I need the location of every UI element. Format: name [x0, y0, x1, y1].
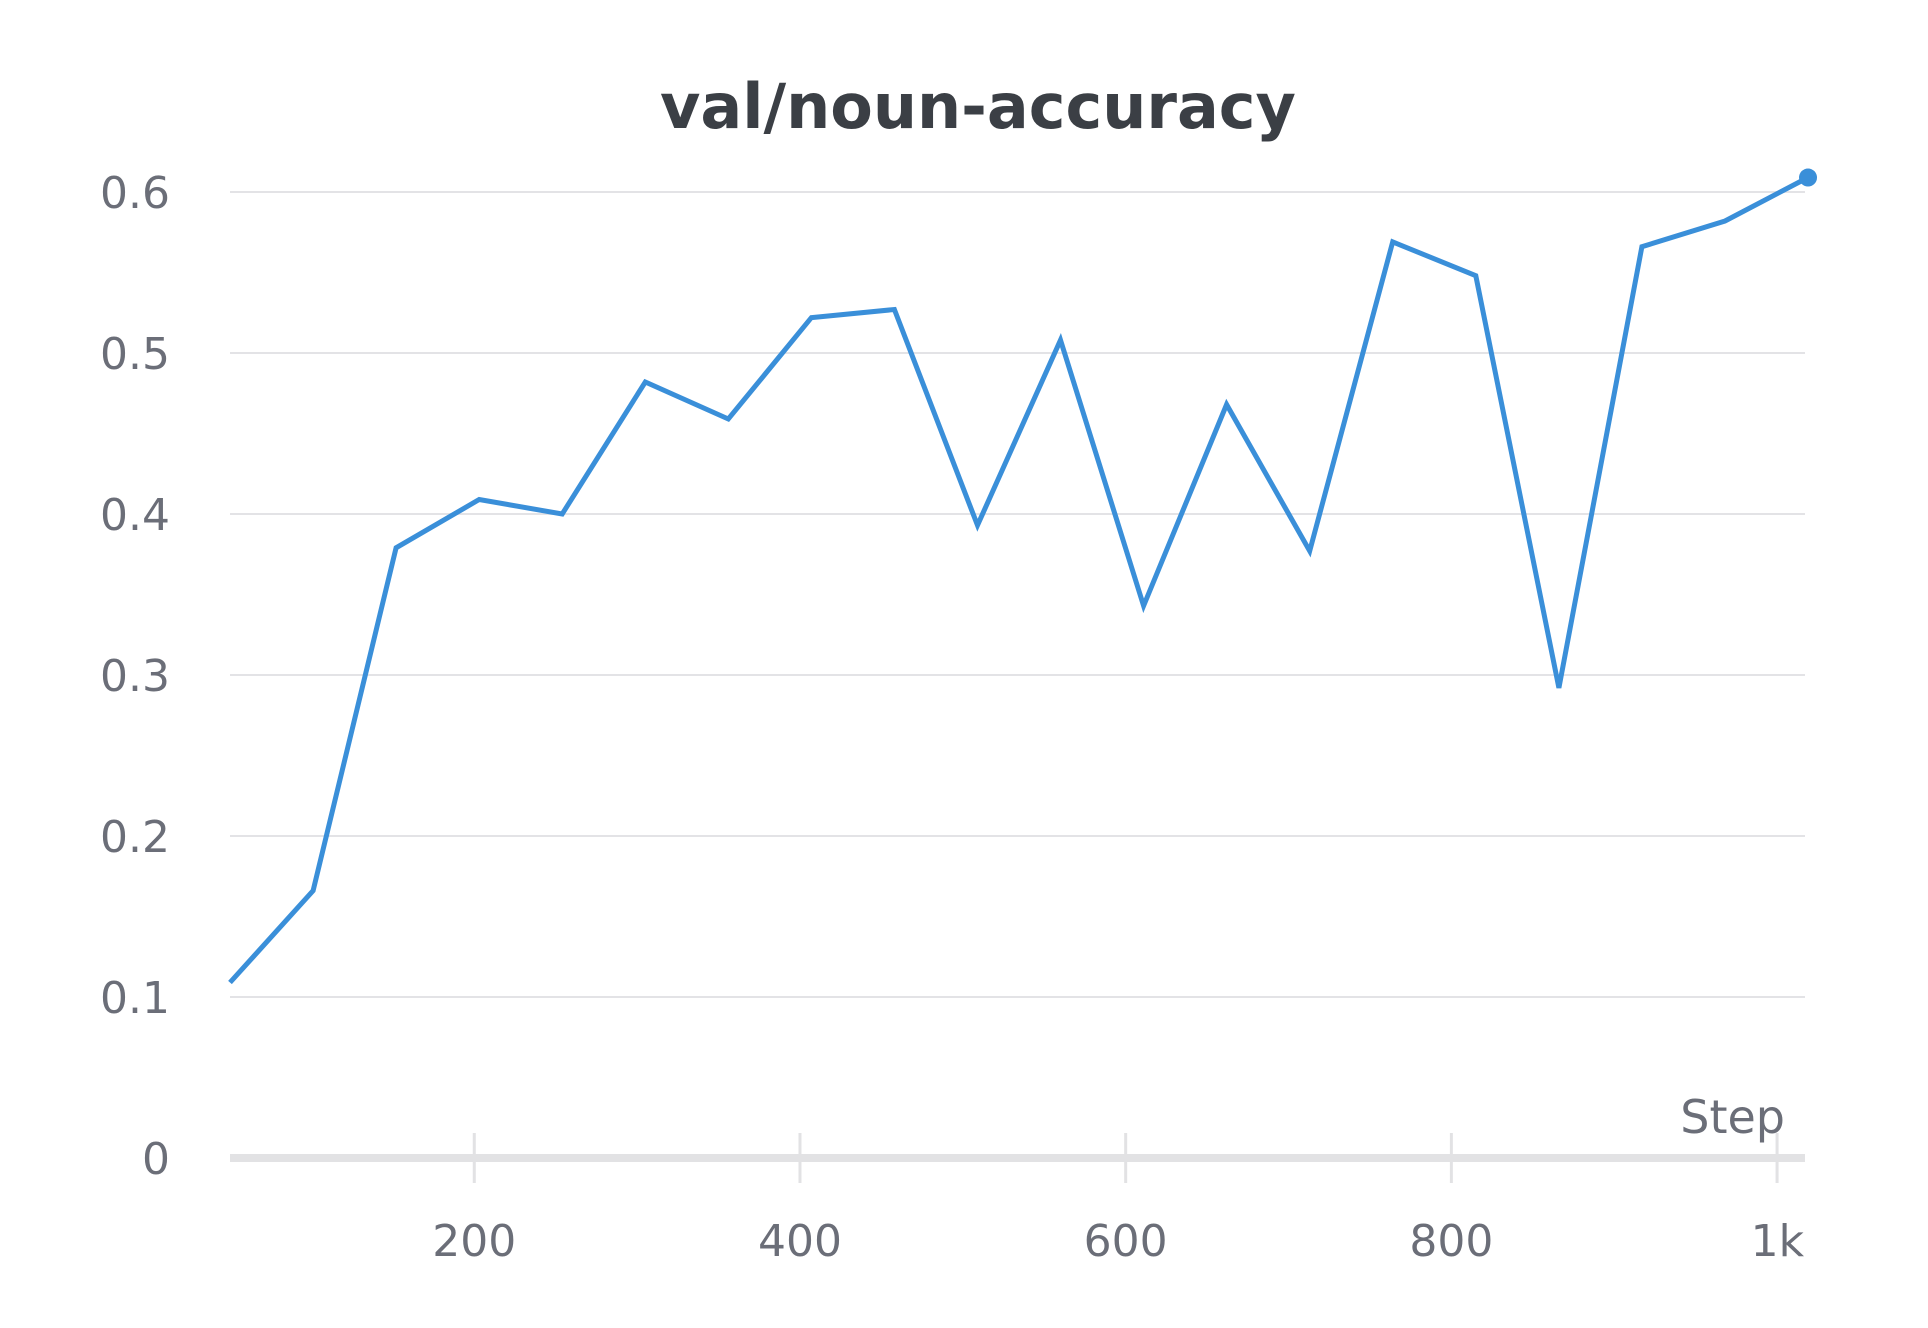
series-layer	[228, 168, 1818, 985]
y-tick-label: 0.1	[100, 973, 170, 1024]
x-tick-label: 800	[1409, 1216, 1493, 1267]
x-tick-label: 1k	[1751, 1216, 1805, 1267]
x-axis-title: Step	[1680, 1090, 1785, 1144]
chart-title: val/noun-accuracy	[660, 70, 1296, 143]
y-tick-label: 0.4	[100, 490, 170, 541]
series-line	[228, 175, 1810, 985]
y-tick-label: 0.6	[100, 168, 170, 219]
y-axis-tick-labels: 0 0.1 0.2 0.3 0.4 0.5 0.6	[100, 168, 170, 1185]
x-axis	[230, 1133, 1805, 1183]
y-tick-label: 0	[142, 1134, 170, 1185]
grid-lines	[230, 191, 1805, 998]
y-tick-label: 0.2	[100, 812, 170, 863]
y-tick-label: 0.3	[100, 651, 170, 702]
x-tick-label: 400	[758, 1216, 842, 1267]
last-point-marker	[1799, 168, 1818, 187]
x-axis-tick-labels: 200 400 600 800 1k	[432, 1216, 1804, 1267]
y-tick-label: 0.5	[100, 329, 170, 380]
x-tick-label: 600	[1084, 1216, 1168, 1267]
x-tick-label: 200	[432, 1216, 516, 1267]
